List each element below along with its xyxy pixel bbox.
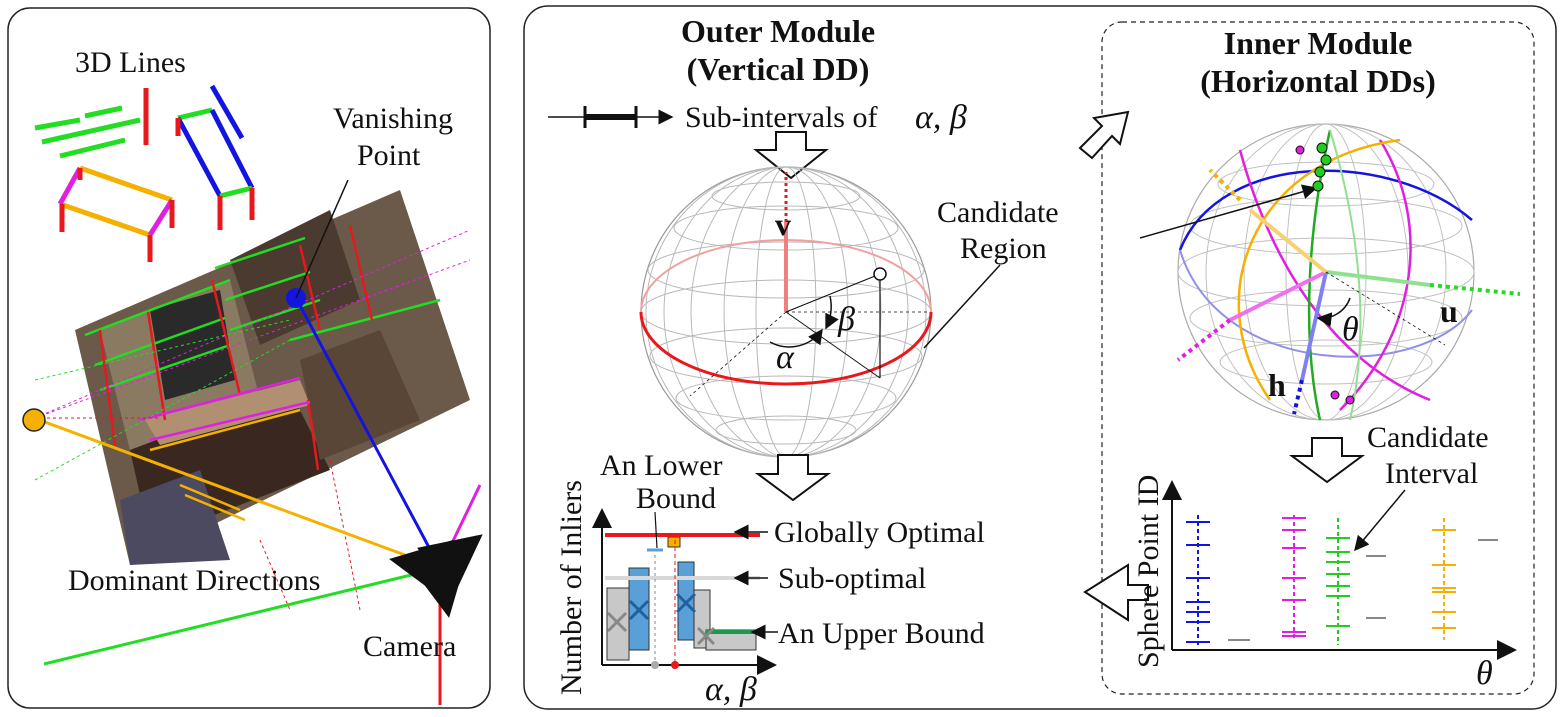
label-camera: Camera (363, 630, 456, 663)
blue-ray (294, 297, 442, 569)
room-photo (75, 190, 470, 565)
label-3d-lines: 3D Lines (75, 46, 186, 79)
inner-module-frame (1101, 21, 1535, 695)
label-candidate-interval-1: Candidate (1367, 421, 1489, 454)
inner-sphere (1177, 123, 1475, 421)
orange-ray (33, 416, 441, 570)
label-lower-bound-1: An Lower (600, 449, 722, 482)
label-u: u (1440, 293, 1458, 329)
label-sub-optimal: Sub-optimal (778, 562, 926, 595)
left-panel: 3D Lines (7, 7, 491, 709)
point-marker (873, 267, 887, 281)
projection-lines (34, 229, 471, 611)
candidate-region-pointer (923, 264, 1001, 349)
label-beta: β (837, 301, 855, 338)
label-v: v (775, 206, 791, 242)
down-arrow-1 (753, 131, 829, 180)
label-globally-optimal: Globally Optimal (774, 516, 985, 549)
connect-arrow-left (1083, 563, 1149, 622)
label-alpha: α (776, 339, 795, 376)
candidate-points (1312, 142, 1332, 192)
right-panel-frame (523, 5, 1557, 710)
green-ray (43, 566, 441, 666)
vanishing-point-pointer (295, 179, 349, 299)
interval-chart: Sphere Point ID θ (1132, 475, 1517, 692)
label-subintervals: Sub-intervals of (685, 101, 877, 134)
down-arrow-3 (1288, 437, 1366, 484)
outer-module-panel: Outer Module (Vertical DD) Sub-intervals… (523, 5, 1557, 710)
bound-chart-y-label: Number of Inliers (555, 480, 588, 695)
outer-module-title: Outer Module (681, 13, 875, 49)
bound-chart-x-label: α, β (705, 671, 757, 708)
label-candidate-region-1: Candidate (937, 196, 1059, 229)
label-point: Point (357, 139, 421, 172)
inner-module-panel: Inner Module (Horizontal DDs) (1078, 21, 1535, 695)
interval-chart-y-label: Sphere Point ID (1132, 475, 1165, 668)
bound-chart: Number of Inliers α, β An Lower Bound (555, 449, 985, 708)
label-h: h (1268, 367, 1286, 403)
line-sketch (34, 84, 255, 262)
outer-module-subtitle: (Vertical DD) (687, 51, 870, 87)
connect-arrow-right (1078, 110, 1130, 160)
label-theta-sphere: θ (1342, 311, 1359, 348)
inner-module-subtitle: (Horizontal DDs) (1200, 63, 1436, 99)
label-candidate-interval-2: Interval (1385, 457, 1478, 490)
label-lower-bound-2: Bound (636, 482, 716, 515)
orange-vanishing-dot (22, 408, 46, 432)
label-candidate-region-2: Region (960, 232, 1047, 265)
inner-pointer (1139, 184, 1318, 239)
label-upper-bound: An Upper Bound (778, 617, 985, 650)
label-vanishing: Vanishing (333, 102, 453, 135)
camera-axes-icon (389, 534, 483, 618)
beta-line (785, 273, 881, 313)
great-circle-front (639, 311, 933, 386)
down-arrow-2 (754, 454, 832, 502)
interval-chart-x-label: θ (1476, 655, 1493, 692)
label-subintervals-alpha-beta: α, β (915, 99, 967, 136)
label-dominant-directions: Dominant Directions (68, 564, 320, 597)
inner-module-title: Inner Module (1224, 25, 1413, 61)
